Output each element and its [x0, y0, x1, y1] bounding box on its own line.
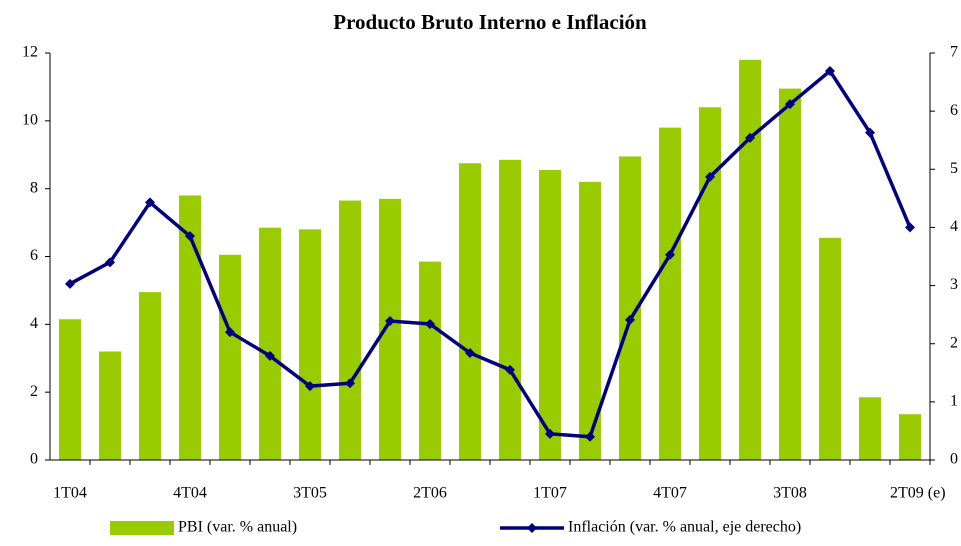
x-tick-label: 1T04 — [53, 485, 87, 502]
legend-marker — [527, 523, 537, 533]
marker — [705, 171, 715, 182]
bar — [899, 414, 921, 460]
bar — [379, 198, 401, 460]
x-tick-label: 4T04 — [173, 485, 207, 502]
bar — [739, 59, 761, 461]
marker — [345, 378, 355, 389]
y2-tick-label: 6 — [950, 102, 958, 119]
marker — [905, 222, 915, 233]
bar — [339, 200, 361, 460]
line — [69, 68, 912, 439]
legend-swatch — [110, 521, 174, 535]
x-tick-label: 2T06 — [413, 485, 447, 502]
marker — [745, 132, 755, 143]
marker — [665, 249, 675, 260]
bar — [219, 254, 241, 460]
y2-tick-label: 2 — [950, 334, 958, 351]
bar — [579, 181, 601, 460]
bar — [99, 351, 121, 460]
legend-label: Inflación (var. % anual, eje derecho) — [568, 519, 801, 536]
y2-tick-label: 4 — [950, 218, 958, 235]
marker — [865, 127, 875, 138]
bar — [419, 261, 441, 460]
x-tick-label: 3T08 — [773, 485, 807, 502]
marker — [265, 350, 275, 361]
y2-tick-label: 7 — [950, 44, 958, 61]
y-tick-label: 8 — [30, 179, 38, 196]
bar — [619, 156, 641, 460]
marker — [505, 364, 515, 375]
bar — [459, 163, 481, 460]
y2-tick-label: 5 — [950, 160, 958, 177]
bar — [499, 159, 521, 460]
x-tick-label: 4T07 — [653, 485, 687, 502]
y-tick-label: 0 — [30, 451, 38, 468]
x-tick-label: 2T09 (e) — [890, 485, 946, 502]
y2-tick-label: 0 — [950, 451, 958, 468]
marker — [545, 428, 555, 439]
marker — [305, 381, 315, 392]
bar — [659, 127, 681, 460]
bar — [539, 170, 561, 460]
marker — [625, 314, 635, 325]
bar — [259, 227, 281, 460]
marker — [585, 431, 595, 442]
bar — [179, 195, 201, 460]
x-tick-label: 3T05 — [293, 485, 327, 502]
y-tick-label: 2 — [30, 383, 38, 400]
bar — [699, 107, 721, 461]
y-tick-label: 10 — [22, 112, 38, 129]
marker — [225, 327, 235, 338]
marker — [465, 348, 475, 359]
bar — [299, 229, 321, 460]
y-tick-label: 6 — [30, 247, 38, 264]
bar — [779, 88, 801, 461]
y2-tick-label: 3 — [950, 276, 958, 293]
bar — [819, 237, 841, 460]
marker — [145, 197, 155, 208]
y-tick-label: 4 — [30, 315, 38, 332]
marker — [785, 99, 795, 110]
marker — [425, 318, 435, 329]
x-tick-label: 1T07 — [533, 485, 567, 502]
marker — [185, 231, 195, 242]
bar — [859, 397, 881, 460]
y2-tick-label: 1 — [950, 393, 958, 410]
bar — [139, 292, 161, 460]
marker — [65, 278, 75, 289]
bar — [59, 319, 81, 460]
marker — [385, 316, 395, 327]
chart-title: Producto Bruto Interno e Inflación — [333, 10, 647, 34]
marker — [105, 257, 115, 268]
legend-label: PBI (var. % anual) — [178, 519, 297, 536]
marker — [825, 66, 835, 77]
y-tick-label: 12 — [22, 44, 38, 61]
